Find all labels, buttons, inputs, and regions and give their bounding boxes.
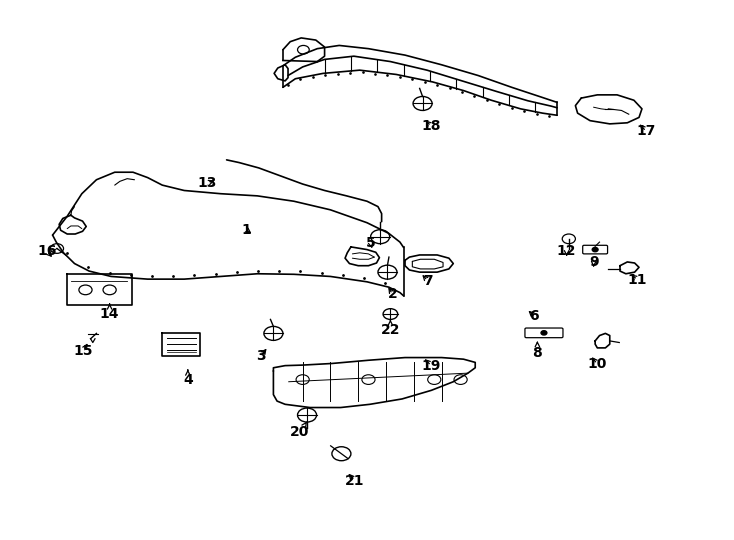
Text: 17: 17	[636, 124, 656, 138]
Text: 4: 4	[183, 370, 193, 387]
Text: 12: 12	[557, 244, 576, 258]
Text: 6: 6	[529, 309, 539, 323]
Text: 19: 19	[421, 359, 441, 373]
Text: 14: 14	[100, 304, 120, 321]
Text: 9: 9	[589, 255, 598, 269]
Text: 11: 11	[628, 273, 647, 287]
Text: 20: 20	[290, 422, 310, 439]
Text: 16: 16	[37, 244, 57, 258]
Text: 18: 18	[421, 119, 441, 133]
Text: 13: 13	[198, 176, 217, 190]
Text: 22: 22	[381, 320, 400, 337]
Text: 8: 8	[532, 342, 542, 360]
Text: 10: 10	[588, 357, 607, 371]
Circle shape	[541, 330, 547, 335]
Text: 2: 2	[388, 287, 398, 301]
Text: 1: 1	[241, 222, 251, 237]
Text: 3: 3	[256, 349, 266, 363]
Text: 15: 15	[73, 343, 93, 357]
Text: 21: 21	[345, 474, 364, 488]
Circle shape	[592, 247, 598, 252]
Text: 5: 5	[366, 236, 376, 250]
Text: 7: 7	[423, 274, 432, 288]
